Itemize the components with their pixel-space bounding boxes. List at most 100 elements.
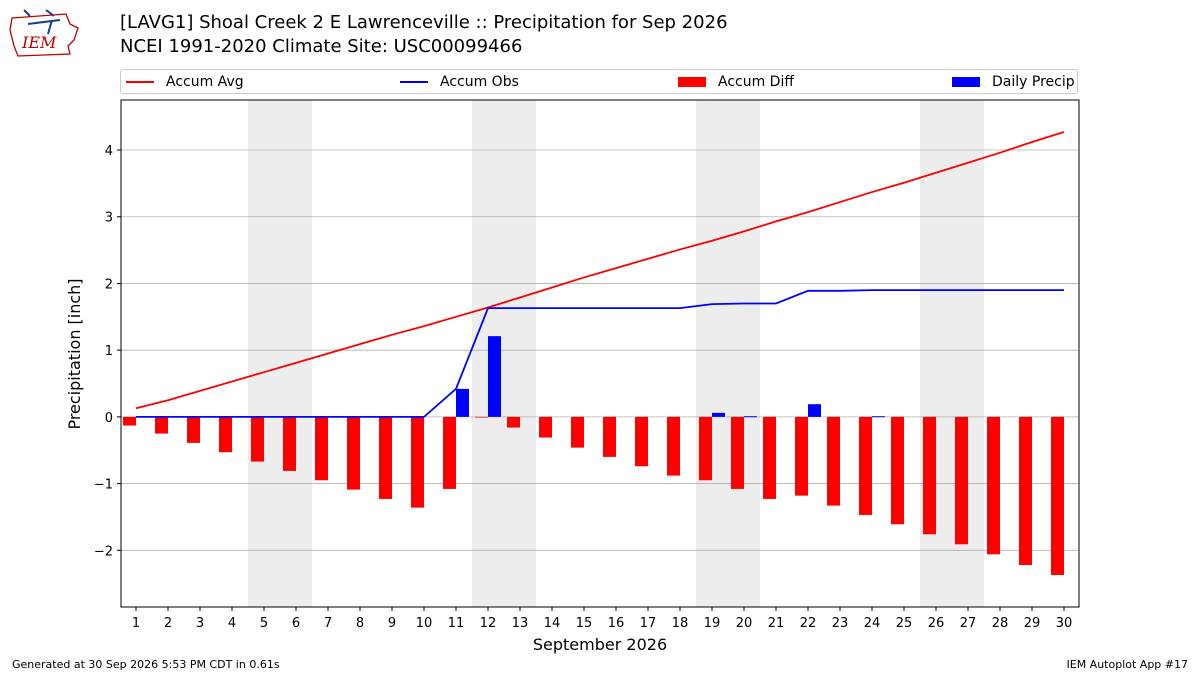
weather-vane-icon — [23, 9, 61, 35]
y-tick-label: 3 — [105, 211, 113, 226]
x-tick-label: 17 — [640, 616, 657, 631]
daily-precip-bar — [488, 336, 501, 417]
weekend-shading — [248, 100, 984, 607]
x-tick-label: 15 — [576, 616, 593, 631]
accum-diff-bar — [635, 416, 648, 467]
daily-precip-bar — [744, 416, 757, 418]
accum-diff-bar — [667, 416, 680, 476]
x-tick-label: 6 — [292, 616, 300, 631]
weekend-band — [248, 100, 312, 607]
accum-avg-line — [135, 131, 1065, 410]
x-tick-label: 13 — [512, 616, 529, 631]
x-tick-label: 4 — [228, 616, 236, 631]
accum-diff-bar — [571, 416, 584, 448]
generated-timestamp: Generated at 30 Sep 2026 5:53 PM CDT in … — [12, 658, 280, 671]
x-axis-label: September 2026 — [533, 635, 667, 654]
y-tick-label: 4 — [105, 144, 113, 159]
accum-diff-bar — [699, 416, 712, 481]
lines — [135, 131, 1065, 418]
x-tick-label: 26 — [928, 616, 945, 631]
legend-item-accum-obs: Accum Obs — [400, 70, 519, 93]
daily-precip-bar — [808, 404, 821, 417]
x-tick-label: 27 — [960, 616, 977, 631]
legend-item-accum-avg: Accum Avg — [126, 70, 244, 93]
x-tick-label: 3 — [196, 616, 204, 631]
daily-precip-bar — [872, 416, 885, 418]
x-tick-label: 22 — [800, 616, 817, 631]
y-tick-label: −1 — [94, 478, 113, 493]
chart-legend: Accum Avg Accum Obs Accum Diff Daily Pre… — [120, 69, 1078, 94]
x-tick-label: 11 — [448, 616, 465, 631]
legend-label-accum-diff: Accum Diff — [718, 73, 795, 90]
x-tick-label: 18 — [672, 616, 689, 631]
accum-obs-line — [136, 289, 1064, 418]
accum-diff-bar — [827, 416, 840, 506]
x-tick-label: 16 — [608, 616, 625, 631]
legend-item-daily-precip: Daily Precip — [952, 70, 1075, 93]
accum-diff-bar — [507, 416, 520, 428]
accum-diff-bar — [443, 416, 456, 489]
x-tick-label: 1 — [132, 616, 140, 631]
x-tick-label: 20 — [736, 616, 753, 631]
accum-diff-bar — [411, 416, 424, 508]
accum-diff-bar — [731, 416, 744, 489]
x-tick-label: 10 — [416, 616, 433, 631]
iem-logo: IEM — [9, 9, 79, 57]
x-tick-label: 12 — [480, 616, 497, 631]
chart-title: [LAVG1] Shoal Creek 2 E Lawrenceville ::… — [120, 12, 728, 33]
accum-diff-bar — [859, 416, 872, 515]
x-tick-label: 24 — [864, 616, 881, 631]
logo-text: IEM — [21, 33, 57, 52]
x-tick-label: 9 — [388, 616, 396, 631]
daily-precip-bar — [712, 412, 725, 417]
accum-diff-bar — [891, 416, 904, 525]
legend-swatch-accum-diff — [678, 76, 706, 87]
accum-diff-bar — [1051, 416, 1064, 575]
accum-diff-bar — [251, 416, 264, 462]
chart-subtitle: NCEI 1991-2020 Climate Site: USC00099466 — [120, 36, 523, 57]
x-tick-label: 23 — [832, 616, 849, 631]
accum-diff-bar — [603, 416, 616, 457]
accum-diff-bar — [475, 416, 488, 418]
weekend-band — [472, 100, 536, 607]
y-tick-label: 1 — [105, 344, 113, 359]
y-tick-label: 2 — [105, 277, 113, 292]
x-tick-label: 19 — [704, 616, 721, 631]
accum-diff-bar — [187, 416, 200, 443]
legend-label-accum-obs: Accum Obs — [440, 73, 519, 90]
accum-diff-bar — [123, 416, 136, 426]
plot-frame — [120, 99, 1080, 608]
daily-precip-bar — [456, 388, 469, 417]
legend-swatch-daily-precip — [952, 76, 980, 87]
accum-diff-bar — [955, 416, 968, 545]
y-tick-label: −2 — [94, 544, 113, 559]
x-tick-label: 14 — [544, 616, 561, 631]
legend-swatch-accum-obs — [400, 80, 428, 83]
x-tick-label: 5 — [260, 616, 268, 631]
accum-diff-bar — [219, 416, 232, 453]
accum-diff-bar — [1019, 416, 1032, 565]
x-tick-label: 28 — [992, 616, 1009, 631]
legend-label-accum-avg: Accum Avg — [166, 73, 244, 90]
accum-diff-bar — [539, 416, 552, 438]
x-tick-label: 8 — [356, 616, 364, 631]
legend-label-daily-precip: Daily Precip — [992, 73, 1075, 90]
accum-diff-bar — [347, 416, 360, 490]
x-tick-label: 29 — [1024, 616, 1041, 631]
accum-diff-bar — [795, 416, 808, 496]
bars — [123, 336, 1064, 575]
y-axis-label: Precipitation [inch] — [65, 278, 84, 429]
x-tick-label: 7 — [324, 616, 332, 631]
x-tick-label: 21 — [768, 616, 785, 631]
app-id: IEM Autoplot App #17 — [1066, 658, 1189, 671]
x-tick-label: 30 — [1056, 616, 1073, 631]
weekend-band — [696, 100, 760, 607]
accum-diff-bar — [283, 416, 296, 471]
accum-diff-bar — [379, 416, 392, 499]
accum-diff-bar — [987, 416, 1000, 555]
accum-diff-bar — [155, 416, 168, 434]
y-tick-label: 0 — [105, 411, 113, 426]
iowa-outline-icon — [9, 13, 79, 57]
